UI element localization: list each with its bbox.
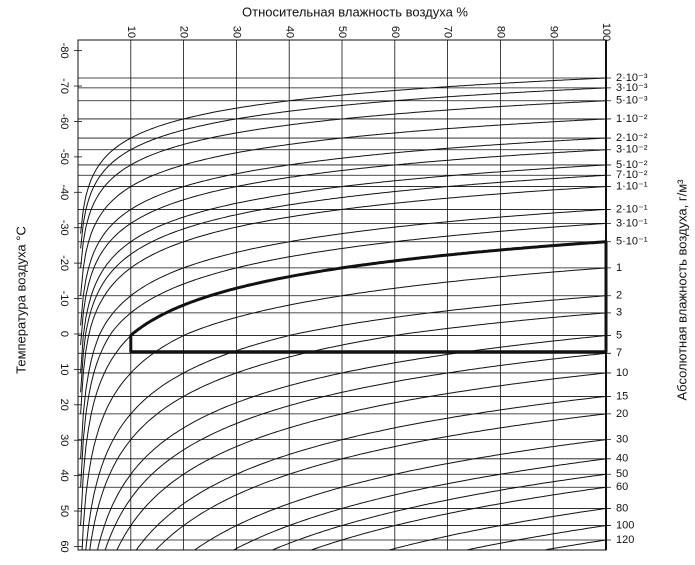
y-tick-label: 10 bbox=[58, 363, 70, 375]
humidity-curve bbox=[80, 241, 606, 526]
x-tick-label: 50 bbox=[336, 26, 348, 38]
y2-tick-label: 3·10⁻³ bbox=[616, 82, 648, 94]
x-tick-label: 70 bbox=[442, 26, 454, 38]
y2-tick-label: 50 bbox=[616, 468, 628, 480]
chart-title: Относительная влажность воздуха % bbox=[242, 4, 468, 19]
y2-tick-label: 20 bbox=[616, 408, 628, 420]
humidity-curve bbox=[80, 186, 606, 414]
humidity-curve bbox=[271, 473, 606, 550]
y-axis-title: Температура воздуха °C bbox=[13, 226, 28, 374]
y2-tick-label: 15 bbox=[616, 390, 628, 402]
y-tick-label: 20 bbox=[58, 399, 70, 411]
y2-tick-label: 2·10⁻² bbox=[616, 132, 648, 144]
y2-tick-label: 2·10⁻³ bbox=[616, 72, 648, 84]
x-tick-label: 60 bbox=[389, 26, 401, 38]
humidity-curve bbox=[464, 525, 606, 550]
y-tick-label: -10 bbox=[58, 291, 70, 307]
humidity-curve bbox=[135, 395, 606, 550]
humidity-curve bbox=[96, 335, 606, 550]
y2-tick-label: 1 bbox=[616, 262, 622, 274]
x-tick-label: 30 bbox=[230, 26, 242, 38]
y2-tick-label: 2 bbox=[616, 290, 622, 302]
humidity-curve bbox=[116, 372, 606, 550]
curve-layer bbox=[80, 77, 606, 550]
x-tick-label: 10 bbox=[125, 26, 137, 38]
humidity-curve bbox=[80, 222, 606, 488]
humidity-curve bbox=[232, 458, 606, 550]
y-tick-label: -80 bbox=[58, 43, 70, 59]
humidity-curve bbox=[80, 174, 606, 393]
humidity-curve bbox=[309, 486, 606, 550]
x-tick-label: 100 bbox=[600, 23, 612, 41]
y-tick-label: -60 bbox=[58, 114, 70, 130]
y2-tick-label: 30 bbox=[616, 434, 628, 446]
x-tick-label: 20 bbox=[178, 26, 190, 38]
y-tick-label: -70 bbox=[58, 78, 70, 94]
y-tick-label: -20 bbox=[58, 255, 70, 271]
y2-tick-label: 3 bbox=[616, 307, 622, 319]
humidity-curve bbox=[80, 77, 606, 234]
y2-tick-label: 5·10⁻¹ bbox=[616, 236, 648, 248]
y2-tick-label: 3·10⁻¹ bbox=[616, 217, 648, 229]
humidity-curve bbox=[387, 508, 606, 550]
y-tick-label: -50 bbox=[58, 149, 70, 165]
y2-tick-label: 7 bbox=[616, 347, 622, 359]
humidity-curve bbox=[541, 539, 606, 550]
y2-tick-label: 5 bbox=[616, 329, 622, 341]
humidity-curve bbox=[89, 312, 606, 550]
y2-tick-label: 2·10⁻¹ bbox=[616, 203, 648, 215]
y2-tick-label: 10 bbox=[616, 367, 628, 379]
y2-tick-label: 1·10⁻² bbox=[616, 113, 648, 125]
humidity-curve bbox=[80, 87, 606, 249]
highlight-region bbox=[129, 240, 608, 354]
y2-tick-label: 5·10⁻³ bbox=[616, 95, 648, 107]
y2-tick-label: 80 bbox=[616, 502, 628, 514]
humidity-curve bbox=[80, 208, 606, 459]
y-tick-label: 60 bbox=[58, 540, 70, 552]
x-tick-label: 90 bbox=[547, 26, 559, 38]
x-tick-label: 80 bbox=[494, 26, 506, 38]
humidity-curve bbox=[80, 137, 606, 326]
y-tick-label: -30 bbox=[58, 220, 70, 236]
y2-tick-label: 7·10⁻² bbox=[616, 169, 648, 181]
humidity-curve bbox=[80, 149, 606, 346]
humidity-curve bbox=[193, 439, 606, 550]
y-tick-label: 50 bbox=[58, 505, 70, 517]
y2-tick-label: 60 bbox=[616, 481, 628, 493]
y-tick-label: 30 bbox=[58, 434, 70, 446]
humidity-curve bbox=[155, 413, 606, 550]
x-tick-label: 40 bbox=[283, 26, 295, 38]
y2-tick-label: 5·10⁻² bbox=[616, 159, 648, 171]
humidity-curve bbox=[85, 295, 606, 550]
y2-tick-label: 3·10⁻² bbox=[616, 144, 648, 156]
y2-axis-title: Абсолютная влажность воздуха, г/м³ bbox=[674, 179, 689, 401]
y-tick-label: -40 bbox=[58, 184, 70, 200]
y2-tick-label: 1·10⁻¹ bbox=[616, 180, 648, 192]
y2-tick-label: 120 bbox=[616, 534, 634, 546]
y-tick-label: 40 bbox=[58, 470, 70, 482]
y2-tick-label: 100 bbox=[616, 519, 634, 531]
y-tick-label: 0 bbox=[58, 331, 70, 337]
y2-tick-label: 40 bbox=[616, 453, 628, 465]
